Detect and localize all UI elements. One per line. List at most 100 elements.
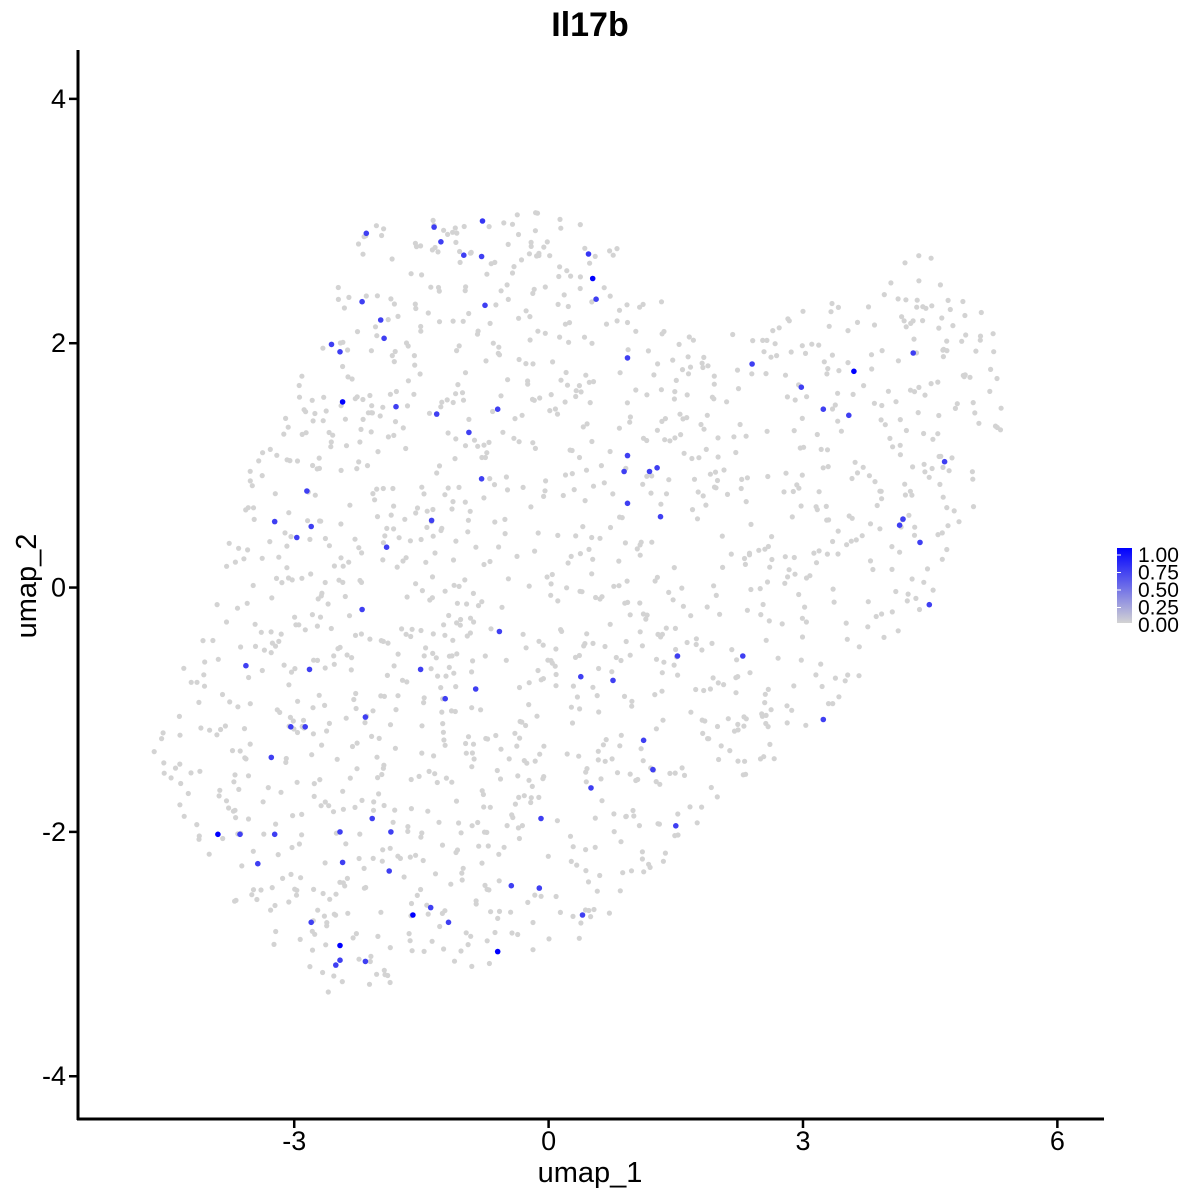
background-cell-point (516, 684, 523, 691)
background-cell-point (678, 432, 684, 438)
background-cell-point (454, 651, 460, 657)
background-cell-point (935, 431, 941, 437)
background-cell-point (490, 408, 496, 415)
background-cell-point (574, 862, 580, 868)
background-cell-point (309, 947, 316, 953)
background-cell-point (629, 698, 635, 704)
background-cell-point (467, 615, 474, 621)
background-cell-point (645, 348, 652, 354)
background-cell-point (280, 875, 286, 882)
background-cell-point (874, 502, 880, 509)
background-cell-point (865, 599, 871, 605)
background-cell-point (555, 301, 561, 307)
background-cell-point (646, 861, 652, 867)
background-cell-point (592, 815, 598, 821)
background-cell-point (617, 370, 623, 376)
background-cell-point (294, 887, 300, 893)
background-cell-point (469, 764, 475, 770)
background-cell-point (450, 318, 456, 324)
expressing-cell-point (339, 859, 346, 866)
background-cell-point (419, 484, 425, 490)
background-cell-point (835, 418, 841, 424)
background-cell-point (640, 301, 646, 307)
background-cell-point (779, 621, 785, 627)
background-cell-point (715, 454, 721, 460)
background-cell-point (413, 581, 419, 587)
background-cell-point (373, 223, 379, 229)
background-cell-point (712, 469, 719, 475)
background-cell-point (229, 748, 236, 754)
background-cell-point (903, 297, 909, 303)
background-cell-point (352, 396, 358, 402)
background-cell-point (741, 714, 747, 720)
background-cell-point (508, 909, 514, 915)
background-cell-point (590, 556, 596, 562)
background-cell-point (475, 328, 481, 334)
background-cell-point (705, 363, 711, 369)
background-cell-point (374, 333, 380, 339)
expressing-cell-point (333, 962, 339, 968)
background-cell-point (504, 282, 510, 288)
background-cell-point (525, 378, 531, 384)
background-cell-point (866, 473, 873, 479)
background-cell-point (738, 485, 744, 492)
background-cell-point (318, 803, 324, 809)
background-cell-point (936, 412, 942, 419)
background-cell-point (424, 508, 430, 514)
background-cell-point (584, 766, 590, 772)
background-cell-point (914, 304, 920, 310)
expressing-cell-point (431, 224, 437, 230)
background-cell-point (177, 761, 183, 767)
background-cell-point (378, 693, 384, 699)
background-cell-point (530, 361, 536, 367)
background-cell-point (541, 244, 547, 250)
background-cell-point (292, 666, 298, 672)
background-cell-point (235, 704, 241, 710)
background-cell-point (198, 725, 204, 731)
background-cell-point (399, 626, 405, 632)
background-cell-point (392, 807, 398, 813)
background-cell-point (945, 523, 951, 529)
background-cell-point (294, 458, 301, 464)
background-cell-point (442, 742, 448, 748)
background-cell-point (679, 585, 685, 591)
background-cell-point (555, 598, 561, 604)
background-cell-point (261, 831, 267, 837)
background-cell-point (947, 306, 953, 313)
background-cell-point (354, 329, 361, 335)
background-cell-point (561, 292, 567, 298)
background-cell-point (733, 449, 739, 456)
expressing-cell-point (494, 406, 501, 413)
background-cell-point (783, 470, 789, 476)
background-cell-point (653, 779, 659, 785)
background-cell-point (261, 647, 267, 653)
background-cell-point (532, 758, 538, 764)
background-cell-point (226, 805, 232, 811)
background-cell-point (320, 345, 326, 351)
background-cell-point (479, 599, 485, 605)
background-cell-point (337, 879, 343, 885)
background-cell-point (653, 726, 660, 732)
background-cell-point (748, 586, 754, 593)
background-cell-point (944, 505, 950, 511)
background-cell-point (445, 485, 451, 491)
background-cell-point (356, 459, 362, 465)
background-cell-point (528, 795, 534, 801)
background-cell-point (462, 499, 468, 505)
colorbar-labels: 1.000.750.500.250.00 (1117, 544, 1179, 637)
background-cell-point (830, 701, 836, 707)
background-cell-point (658, 387, 665, 393)
background-cell-point (260, 799, 266, 805)
background-cell-point (362, 720, 368, 726)
background-cell-point (161, 760, 167, 766)
background-cell-point (590, 483, 597, 489)
background-cell-point (201, 683, 208, 689)
background-cell-point (526, 702, 532, 708)
background-cell-point (910, 318, 916, 324)
background-cell-point (284, 457, 290, 463)
background-cell-point (671, 565, 677, 571)
background-cell-point (530, 919, 536, 926)
background-cell-point (449, 653, 455, 659)
background-cell-point (485, 736, 491, 742)
background-cell-point (836, 368, 842, 374)
